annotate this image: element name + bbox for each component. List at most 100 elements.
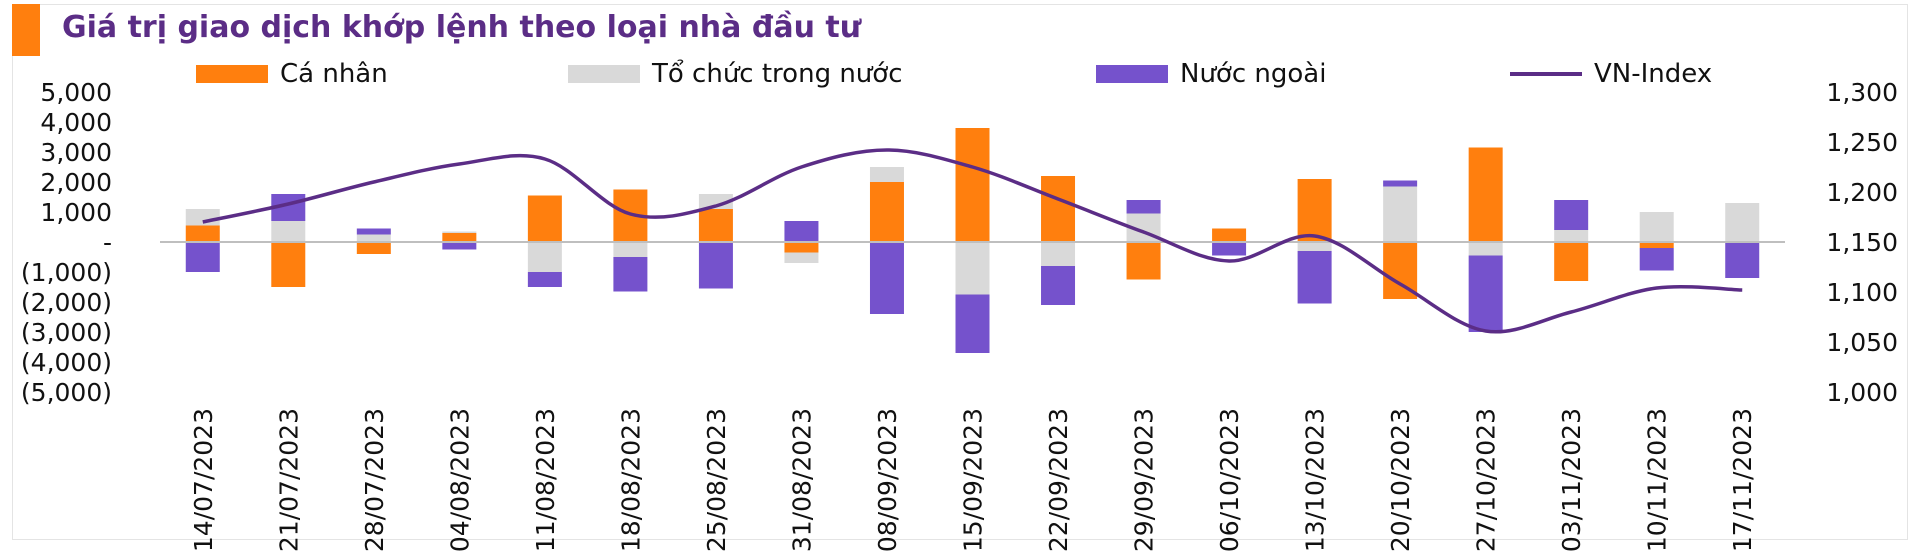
x-tick-label: 13/10/2023 <box>1301 408 1330 551</box>
bar-series-0 <box>1126 242 1161 280</box>
bar-series-1 <box>356 234 391 242</box>
y-left-tick-label: - <box>103 228 112 257</box>
y-right-tick-label: 1,300 <box>1826 78 1898 107</box>
bar-series-0 <box>271 242 306 287</box>
bar-series-0 <box>442 233 477 242</box>
bar-series-2 <box>613 257 648 292</box>
y-right-tick-label: 1,150 <box>1826 228 1898 257</box>
y-left-tick-label: 1,000 <box>40 198 112 227</box>
legend-label-nuoc-ngoai: Nước ngoài <box>1180 59 1327 89</box>
bar-series-2 <box>527 272 562 287</box>
bar-series-2 <box>1468 255 1503 332</box>
x-tick-label: 27/10/2023 <box>1472 408 1501 551</box>
x-tick-label: 03/11/2023 <box>1557 408 1586 551</box>
bar-series-0 <box>869 182 904 242</box>
bar-series-2 <box>1554 200 1589 230</box>
chart-frame <box>12 4 1908 540</box>
bar-series-1 <box>185 209 220 226</box>
bar-series-1 <box>527 242 562 272</box>
bar-series-2 <box>1212 242 1247 256</box>
y-right-tick-label: 1,050 <box>1826 328 1898 357</box>
y-right-tick-label: 1,000 <box>1826 378 1898 407</box>
x-tick-label: 22/09/2023 <box>1044 408 1073 551</box>
bar-series-0 <box>527 195 562 242</box>
y-left-tick-label: 3,000 <box>40 138 112 167</box>
legend-item-nuoc-ngoai: Nước ngoài <box>1096 58 1326 90</box>
bar-series-1 <box>784 252 819 263</box>
bar-series-0 <box>1639 242 1674 248</box>
bar-series-2 <box>185 242 220 272</box>
y-right-tick-label: 1,200 <box>1826 178 1898 207</box>
y-left-tick-label: 4,000 <box>40 108 112 137</box>
legend-label-to-chuc: Tổ chức trong nước <box>652 59 903 89</box>
vn-index-line <box>202 148 1743 334</box>
x-tick-label: 14/07/2023 <box>189 408 218 551</box>
bar-series-2 <box>1041 266 1076 305</box>
x-tick-label: 28/07/2023 <box>360 408 389 551</box>
bar-series-2 <box>1297 251 1332 304</box>
bar-series-2 <box>1725 242 1760 278</box>
bar-series-0 <box>1212 228 1247 242</box>
bar-series-0 <box>356 242 391 254</box>
x-tick-label: 31/08/2023 <box>787 408 816 551</box>
x-tick-label: 20/10/2023 <box>1386 408 1415 551</box>
bar-series-0 <box>1041 176 1076 242</box>
y-left-tick-label: (1,000) <box>21 258 112 287</box>
bar-series-0 <box>1297 179 1332 242</box>
chart-title: Giá trị giao dịch khớp lệnh theo loại nh… <box>62 10 862 45</box>
bar-series-2 <box>869 242 904 314</box>
x-tick-label: 25/08/2023 <box>702 408 731 551</box>
bar-series-0 <box>185 225 220 242</box>
bar-series-2 <box>698 242 733 289</box>
bar-series-0 <box>784 242 819 253</box>
x-tick-label: 04/08/2023 <box>445 408 474 551</box>
bar-series-1 <box>1639 212 1674 242</box>
legend-item-vn-index: VN-Index <box>1510 58 1712 90</box>
x-tick-label: 15/09/2023 <box>959 408 988 551</box>
bar-series-0 <box>1554 242 1589 281</box>
legend-label-ca-nhan: Cá nhân <box>280 59 388 89</box>
bar-series-0 <box>1468 147 1503 242</box>
y-left-tick-label: 2,000 <box>40 168 112 197</box>
bar-series-2 <box>1639 248 1674 271</box>
x-tick-label: 21/07/2023 <box>274 408 303 551</box>
y-left-tick-label: (3,000) <box>21 318 112 347</box>
x-tick-label: 18/08/2023 <box>616 408 645 551</box>
bar-series-2 <box>1383 180 1418 187</box>
bar-series-2 <box>442 242 477 250</box>
bar-series-2 <box>784 221 819 242</box>
x-tick-label: 06/10/2023 <box>1215 408 1244 551</box>
bar-series-0 <box>955 128 990 242</box>
legend-swatch-nuoc-ngoai <box>1096 65 1168 83</box>
x-tick-label: 17/11/2023 <box>1728 408 1757 551</box>
bar-series-1 <box>1297 242 1332 251</box>
legend-item-ca-nhan: Cá nhân <box>196 58 388 90</box>
bar-series-1 <box>955 242 990 295</box>
legend-swatch-ca-nhan <box>196 65 268 83</box>
bar-series-1 <box>271 221 306 242</box>
y-left-tick-label: 5,000 <box>40 78 112 107</box>
bar-series-2 <box>955 294 990 353</box>
x-tick-label: 29/09/2023 <box>1130 408 1159 551</box>
bar-series-1 <box>1554 230 1589 242</box>
y-left-tick-label: (5,000) <box>21 378 112 407</box>
bar-series-1 <box>613 242 648 257</box>
bar-series-0 <box>698 209 733 242</box>
y-right-tick-label: 1,100 <box>1826 278 1898 307</box>
x-tick-label: 11/08/2023 <box>531 408 560 551</box>
bar-series-1 <box>1468 242 1503 256</box>
bar-series-1 <box>1041 242 1076 266</box>
bar-series-2 <box>1126 200 1161 214</box>
bar-series-1 <box>869 167 904 182</box>
y-left-tick-label: (2,000) <box>21 288 112 317</box>
title-accent-bar <box>12 4 40 56</box>
legend-item-to-chuc: Tổ chức trong nước <box>568 58 903 90</box>
bar-series-1 <box>442 231 477 233</box>
y-right-tick-label: 1,250 <box>1826 128 1898 157</box>
legend-label-vn-index: VN-Index <box>1594 59 1713 89</box>
y-left-tick-label: (4,000) <box>21 348 112 377</box>
x-tick-label: 10/11/2023 <box>1643 408 1672 551</box>
bar-series-2 <box>356 228 391 235</box>
bar-series-1 <box>1725 203 1760 242</box>
